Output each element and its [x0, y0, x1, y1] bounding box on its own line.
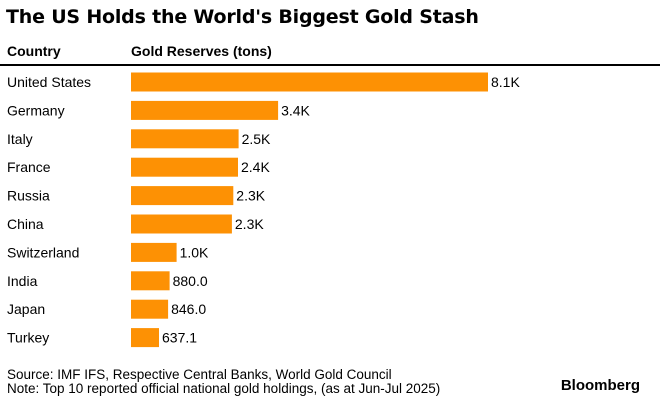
gold-reserves-bar-chart: United States 8.1K Germany 3.4K Italy 2.5K Fra… [7, 72, 520, 348]
gold-reserves-column-header: Gold Reserves (tons) [131, 43, 272, 59]
country-label-switzerland: Switzerland [7, 244, 79, 260]
value-label-germany: 3.4K [281, 102, 310, 118]
footnote: Note: Top 10 reported official national … [7, 381, 441, 396]
bar-russia [131, 186, 234, 206]
country-label-france: France [7, 159, 51, 175]
value-label-russia: 2.3K [236, 188, 265, 204]
value-label-japan: 846.0 [171, 301, 206, 317]
header-divider [0, 64, 660, 66]
bar-turkey [131, 328, 159, 348]
country-label-india: India [7, 273, 38, 289]
country-label-japan: Japan [7, 301, 45, 317]
country-label-united-states: United States [7, 74, 91, 90]
country-label-germany: Germany [7, 102, 65, 118]
bar-india [131, 271, 170, 291]
bar-japan [131, 299, 169, 319]
bar-france [131, 157, 238, 177]
bar-switzerland [131, 242, 177, 262]
value-label-united-states: 8.1K [491, 74, 520, 90]
chart-title: The US Holds the World's Biggest Gold St… [6, 6, 479, 28]
country-label-china: China [7, 216, 44, 232]
country-label-italy: Italy [7, 131, 33, 147]
source-note: Source: IMF IFS, Respective Central Bank… [7, 367, 392, 382]
value-label-france: 2.4K [241, 159, 270, 175]
value-label-italy: 2.5K [242, 131, 271, 147]
value-label-china: 2.3K [235, 216, 264, 232]
country-column-header: Country [7, 43, 61, 59]
value-label-india: 880.0 [173, 273, 208, 289]
value-label-switzerland: 1.0K [180, 244, 209, 260]
bar-germany [131, 100, 279, 120]
bar-italy [131, 129, 239, 149]
bar-united-states [131, 72, 488, 92]
country-label-turkey: Turkey [7, 330, 49, 346]
country-label-russia: Russia [7, 188, 50, 204]
bar-china [131, 214, 232, 234]
value-label-turkey: 637.1 [162, 330, 197, 346]
bloomberg-logo: Bloomberg [560, 377, 640, 394]
